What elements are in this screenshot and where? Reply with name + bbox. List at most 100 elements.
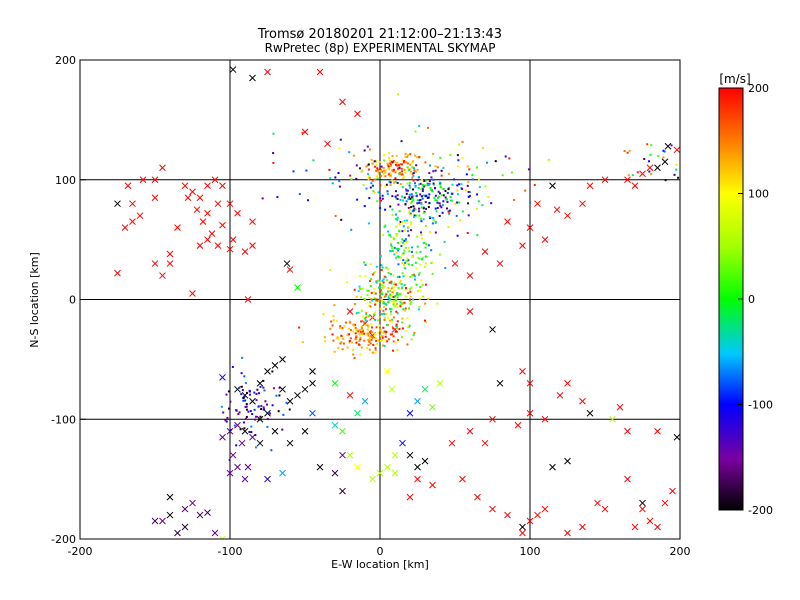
- dot-marker: [417, 186, 420, 189]
- x-marker: [414, 475, 421, 483]
- dot-marker: [402, 308, 405, 311]
- dot-marker: [399, 256, 402, 259]
- dot-marker: [412, 188, 415, 191]
- dot-marker: [386, 279, 389, 282]
- x-marker: [579, 200, 586, 208]
- dot-marker: [270, 449, 273, 452]
- x-marker: [541, 505, 549, 513]
- x-marker: [661, 499, 669, 507]
- x-marker: [124, 182, 132, 190]
- dot-marker: [381, 234, 384, 237]
- x-marker: [219, 182, 226, 190]
- dot-marker: [670, 144, 673, 147]
- dot-marker: [245, 415, 248, 418]
- dot-marker: [375, 265, 378, 268]
- dot-marker: [373, 291, 376, 294]
- dot-marker: [390, 333, 393, 336]
- dot-marker: [468, 191, 471, 194]
- colorbar-label: [m/s]: [719, 72, 750, 86]
- dot-marker: [367, 326, 370, 329]
- dot-marker: [247, 410, 250, 413]
- dot-marker: [422, 194, 425, 197]
- dot-marker: [361, 287, 364, 290]
- dot-marker: [400, 195, 403, 198]
- dot-marker: [389, 249, 392, 252]
- dot-marker: [418, 201, 421, 204]
- dot-marker: [350, 228, 353, 231]
- dot-marker: [422, 207, 425, 210]
- dot-marker: [384, 185, 387, 188]
- x-marker: [193, 206, 201, 214]
- dot-marker: [415, 283, 418, 286]
- dot-marker: [377, 171, 380, 174]
- dot-marker: [380, 264, 383, 267]
- dot-marker: [253, 391, 256, 394]
- dot-marker: [282, 413, 285, 416]
- dot-marker: [391, 327, 394, 330]
- dot-marker: [398, 210, 401, 213]
- dot-marker: [374, 311, 377, 314]
- dot-marker: [395, 154, 398, 157]
- dot-marker: [400, 301, 403, 304]
- x-marker: [406, 451, 414, 459]
- dot-marker: [339, 325, 342, 328]
- x-marker: [669, 487, 676, 495]
- y-tick-label: 0: [69, 294, 76, 307]
- dot-marker: [388, 281, 391, 284]
- dot-marker: [394, 299, 397, 302]
- dot-marker: [354, 323, 357, 326]
- x-marker: [654, 164, 661, 172]
- dot-marker: [227, 390, 230, 393]
- x-marker: [624, 475, 631, 483]
- x-marker: [519, 523, 526, 531]
- dot-marker: [329, 327, 332, 330]
- dot-marker: [403, 284, 406, 287]
- dot-marker: [504, 155, 507, 158]
- dot-marker: [405, 241, 408, 244]
- dot-marker: [391, 213, 394, 216]
- x-marker: [451, 260, 459, 267]
- dot-marker: [375, 170, 378, 173]
- x-marker: [391, 469, 399, 477]
- dot-marker: [231, 365, 234, 368]
- dot-marker: [438, 195, 441, 198]
- dot-marker: [439, 204, 442, 207]
- dot-marker: [337, 346, 340, 349]
- dot-marker: [357, 311, 360, 314]
- dot-marker: [389, 298, 392, 301]
- dot-marker: [392, 159, 395, 162]
- colorbar-ticks: 200 100 0 -100 -200: [738, 82, 773, 517]
- x-marker: [129, 218, 136, 226]
- dot-marker: [450, 199, 453, 202]
- dot-marker: [391, 292, 394, 295]
- dot-marker: [385, 324, 388, 327]
- dot-marker: [369, 148, 372, 151]
- dot-marker: [397, 247, 400, 250]
- dot-marker: [648, 170, 651, 173]
- dot-marker: [400, 299, 403, 302]
- dot-marker: [407, 234, 410, 237]
- dot-marker: [430, 188, 433, 191]
- dot-marker: [383, 159, 386, 162]
- dot-marker: [389, 234, 392, 237]
- dot-marker: [396, 292, 399, 295]
- dot-marker: [241, 356, 244, 359]
- dot-marker: [261, 197, 264, 200]
- dot-marker: [374, 337, 377, 340]
- dot-marker: [404, 287, 407, 290]
- dot-marker: [623, 150, 626, 153]
- dot-marker: [381, 335, 384, 338]
- dot-marker: [340, 334, 343, 337]
- dot-marker: [449, 196, 452, 199]
- dot-marker: [410, 286, 413, 289]
- x-marker: [189, 290, 196, 297]
- dot-marker: [348, 333, 351, 336]
- dot-marker: [429, 231, 432, 234]
- dot-marker: [385, 313, 388, 316]
- dot-marker: [424, 255, 427, 258]
- dot-marker: [628, 149, 631, 152]
- dot-marker: [406, 257, 409, 260]
- dot-marker: [322, 313, 325, 316]
- dot-marker: [358, 274, 361, 277]
- dot-marker: [425, 207, 428, 210]
